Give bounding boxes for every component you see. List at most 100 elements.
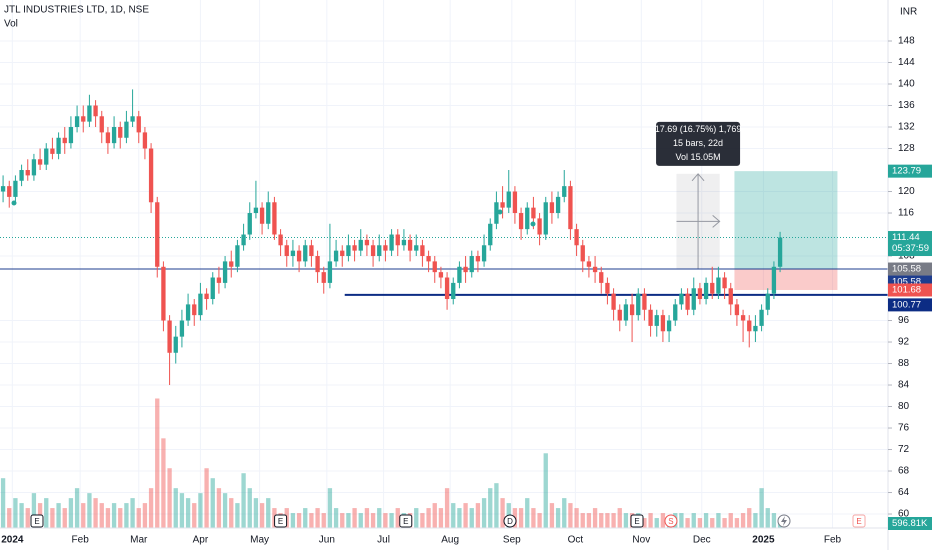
volume-bar xyxy=(414,508,419,528)
volume-bar xyxy=(7,508,12,528)
position-loss-zone xyxy=(734,269,838,290)
candle-body xyxy=(303,245,308,262)
candle-body xyxy=(648,309,653,326)
candle-body xyxy=(383,245,388,251)
volume-bar xyxy=(432,503,437,528)
candle-body xyxy=(284,245,289,257)
volume-bar xyxy=(216,488,222,528)
volume-bar xyxy=(592,508,598,528)
x-tick-label: Feb xyxy=(824,535,842,546)
volume-bar xyxy=(130,498,135,528)
candle-body xyxy=(636,293,641,316)
volume-bar xyxy=(611,513,616,528)
candle-body xyxy=(518,213,524,230)
chart-title: JTL INDUSTRIES LTD, 1D, NSE xyxy=(4,5,149,16)
candle-body xyxy=(130,116,135,122)
event-marker xyxy=(852,514,866,528)
volume-bar xyxy=(722,518,727,528)
candle-body xyxy=(691,288,696,310)
price-axis: 60 64 68 72 76 80 84 88 92 96 108 116 120 128 132 136 14… xyxy=(888,36,932,530)
volume-bar xyxy=(716,513,721,528)
event-marker xyxy=(274,514,288,528)
candle-body xyxy=(444,277,450,300)
volume-bar xyxy=(642,518,647,528)
volume-bar xyxy=(19,503,24,528)
volume-bar xyxy=(691,513,696,528)
volume-bar xyxy=(525,498,530,528)
y-tick-label: 148 xyxy=(898,36,915,47)
grid xyxy=(0,0,888,528)
candle-body xyxy=(142,132,148,149)
candle-body xyxy=(574,229,579,246)
candle-body xyxy=(673,304,678,321)
volume-bar xyxy=(241,473,246,528)
volume-bar xyxy=(93,498,98,528)
volume-bar xyxy=(481,498,487,528)
x-tick-label: Feb xyxy=(72,535,90,546)
volume-bar xyxy=(87,493,92,528)
volume-bar xyxy=(703,513,709,528)
volume-bar xyxy=(395,508,400,528)
y-tick-label: 116 xyxy=(898,208,914,219)
candle-body xyxy=(592,266,598,273)
volume-bar xyxy=(660,513,666,528)
volume-bar xyxy=(309,513,314,528)
candle-body xyxy=(352,245,357,251)
lightning-icon xyxy=(777,514,791,528)
x-tick-label: 2024 xyxy=(1,535,24,546)
candle-body xyxy=(68,127,74,144)
volume-bar xyxy=(555,508,561,528)
x-tick-label: Nov xyxy=(632,535,650,546)
x-tick-label: Jun xyxy=(319,535,335,546)
candle-body xyxy=(229,261,234,267)
candle-body xyxy=(247,213,252,235)
volume-bar xyxy=(728,513,733,528)
candle-body xyxy=(321,272,326,283)
candle-body xyxy=(0,186,6,192)
volume-bar xyxy=(488,488,493,528)
line-price-label: 105.58 xyxy=(892,264,921,275)
volume-bar xyxy=(710,518,715,528)
volume-bar xyxy=(500,498,505,528)
volume-bar xyxy=(377,508,382,528)
candle-body xyxy=(543,202,548,235)
volume-bar xyxy=(617,508,622,528)
candle-body xyxy=(346,245,351,257)
candle-body xyxy=(759,309,764,326)
volume-bar xyxy=(753,513,758,528)
volume-bar xyxy=(0,478,6,528)
candle-body xyxy=(771,266,777,294)
volume-bar xyxy=(259,503,265,528)
volume-bar xyxy=(333,508,339,528)
candle-body xyxy=(660,315,666,332)
volume-bar xyxy=(531,508,536,528)
candle-body xyxy=(685,293,690,310)
candle-body xyxy=(525,207,530,230)
volume-bar xyxy=(161,438,166,528)
candle-body xyxy=(309,245,314,257)
volume-bar xyxy=(469,508,474,528)
volume-bar xyxy=(124,503,129,528)
volume-bar xyxy=(185,498,191,528)
volume-bar xyxy=(31,493,37,528)
candle-body xyxy=(327,261,333,283)
candle-body xyxy=(192,304,197,316)
candle-body xyxy=(358,239,363,251)
candle-body xyxy=(740,315,746,321)
volume-bar xyxy=(475,503,481,528)
candle-body xyxy=(475,256,481,262)
candle-body xyxy=(426,256,431,262)
volume-bar xyxy=(679,513,684,528)
candle-body xyxy=(549,202,555,214)
candle-body xyxy=(512,191,518,214)
event-label: E xyxy=(403,517,408,526)
candle-body xyxy=(167,320,172,353)
y-tick-label: 96 xyxy=(898,315,910,326)
x-tick-label: Sep xyxy=(503,535,521,546)
volume-bar xyxy=(494,483,499,528)
volume-bar xyxy=(327,488,333,528)
x-tick-label: Mar xyxy=(130,535,148,546)
candle-body xyxy=(389,234,394,251)
volume-bar xyxy=(685,518,690,528)
candle-body xyxy=(253,207,259,214)
